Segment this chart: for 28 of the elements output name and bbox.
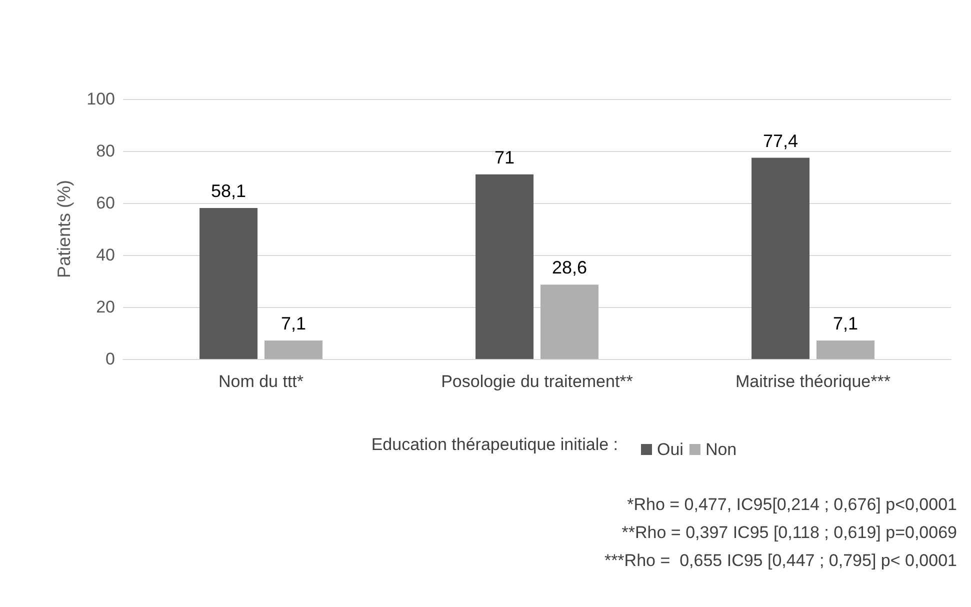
data-label: 71 bbox=[494, 147, 515, 168]
data-label: 77,4 bbox=[762, 130, 798, 151]
legend-label: Non bbox=[705, 440, 737, 459]
bar bbox=[540, 284, 598, 359]
bar bbox=[200, 208, 258, 359]
bar bbox=[264, 340, 322, 359]
bar bbox=[476, 174, 534, 359]
x-tick-label: Posologie du traitement** bbox=[441, 372, 634, 391]
data-label: 58,1 bbox=[210, 180, 246, 201]
data-label: 28,6 bbox=[552, 258, 588, 278]
y-tick-label: 40 bbox=[96, 246, 115, 264]
y-tick-label: 80 bbox=[96, 142, 115, 160]
text: *Rho = 0,477, IC95[0,214 ; 0,676] p<0,0001 bbox=[627, 495, 957, 514]
data-label: 7,1 bbox=[280, 314, 306, 334]
bar bbox=[752, 158, 810, 359]
y-axis-title: Patients (%) bbox=[54, 180, 74, 278]
y-tick-label: 60 bbox=[96, 194, 115, 212]
x-tick-label: Nom du ttt* bbox=[218, 372, 304, 391]
y-tick-label: 0 bbox=[106, 350, 115, 368]
bar bbox=[816, 340, 874, 359]
data-label: 7,1 bbox=[832, 314, 858, 334]
y-tick-label: 20 bbox=[96, 298, 115, 316]
text: **Rho = 0,397 IC95 [0,118 ; 0,619] p=0,0069 bbox=[622, 523, 958, 542]
legend-title: Education thérapeutique initiale : bbox=[371, 435, 618, 454]
legend-label: Oui bbox=[657, 440, 684, 459]
text: ***Rho = 0,655 IC95 [0,447 ; 0,795] p< 0,0001 bbox=[604, 551, 958, 570]
y-tick-label: 100 bbox=[86, 90, 115, 108]
x-tick-label: Maitrise théorique*** bbox=[736, 372, 891, 391]
